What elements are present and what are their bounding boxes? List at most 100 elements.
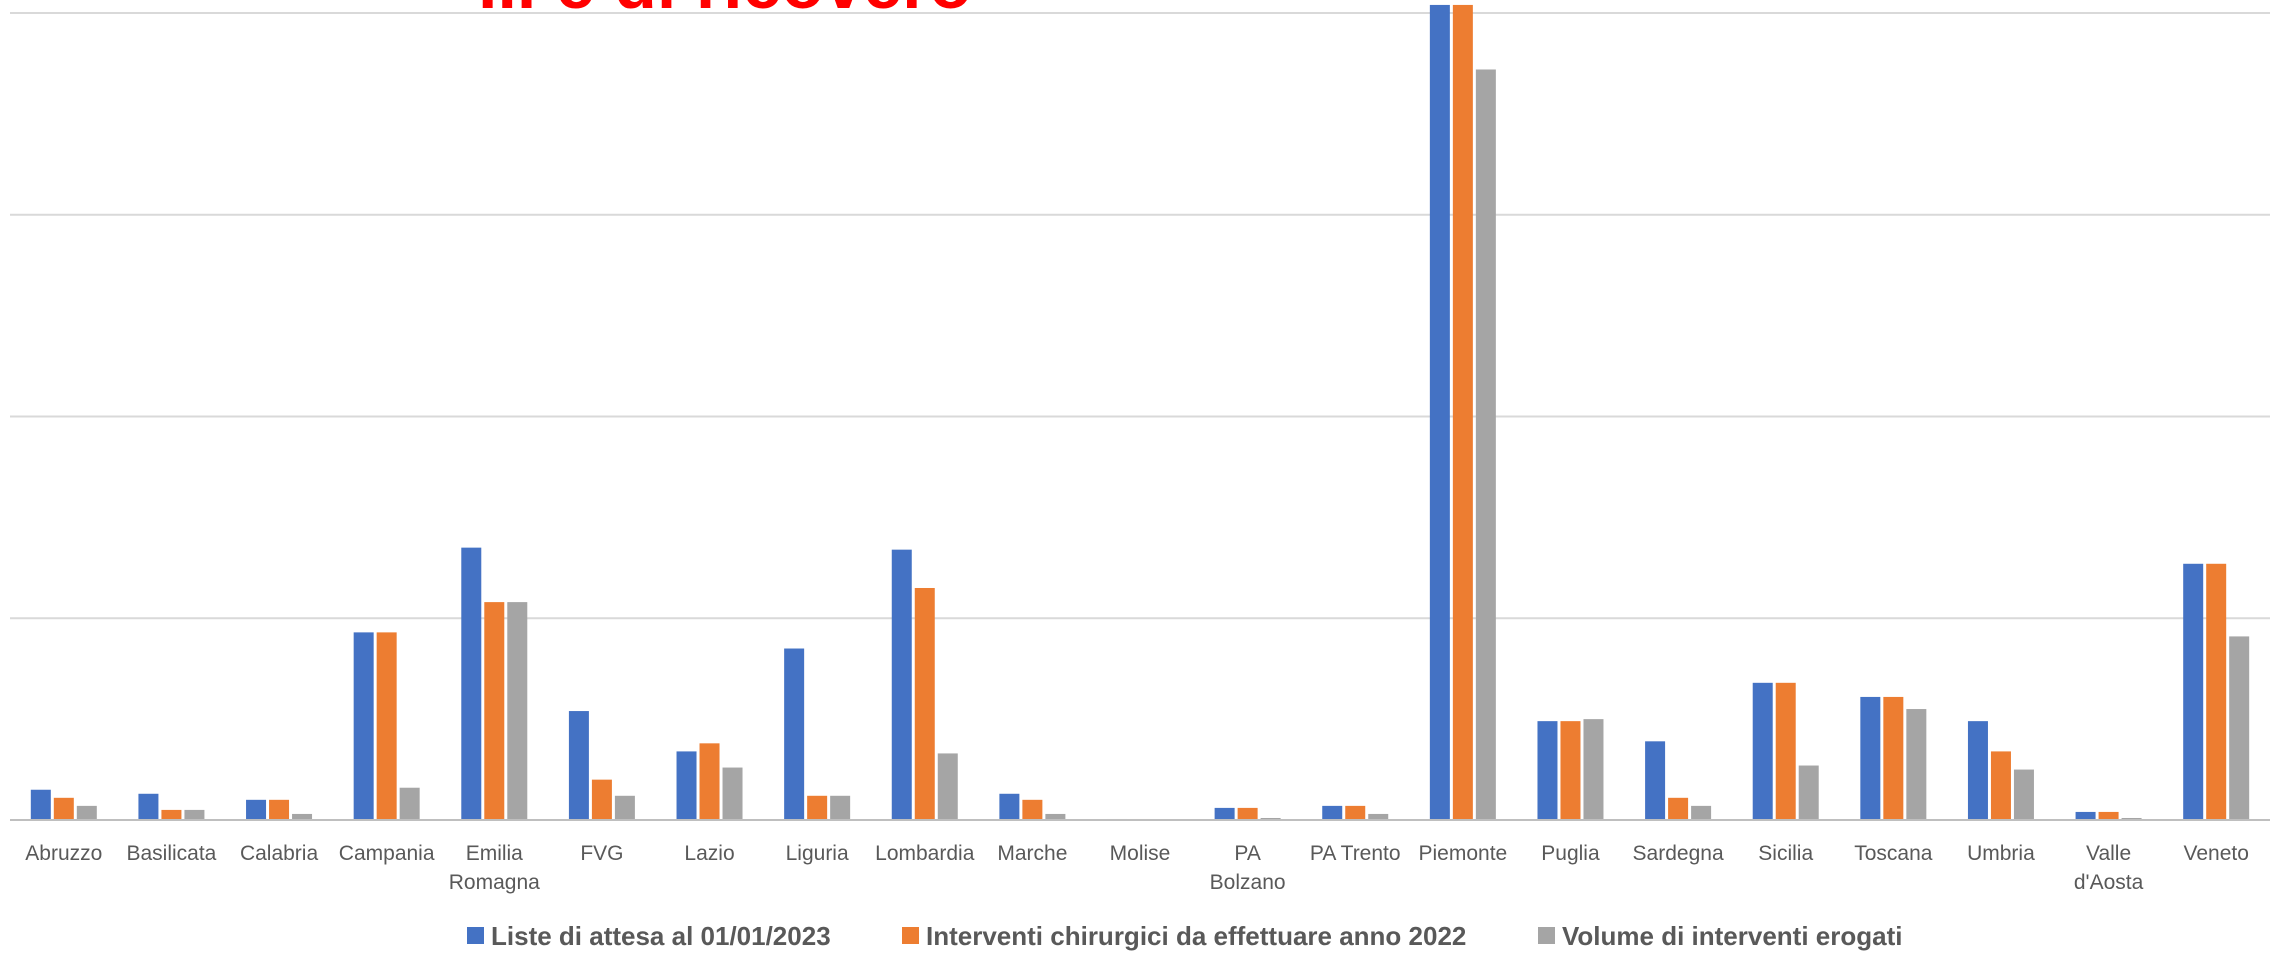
x-tick-label-line: Calabria — [240, 842, 319, 865]
x-tick-label-line: Abruzzo — [25, 842, 102, 865]
bar — [1345, 805, 1366, 820]
x-tick-label-line: Liguria — [786, 842, 849, 865]
bar — [269, 799, 290, 820]
x-tick-label-line: FVG — [580, 842, 623, 865]
bar — [999, 793, 1020, 820]
x-tick-label: Lombardia — [875, 842, 975, 865]
bar — [784, 648, 805, 820]
legend-swatch — [1538, 927, 1555, 944]
x-tick-label: Toscana — [1854, 842, 1933, 865]
bar — [830, 795, 851, 820]
x-tick-label: Lazio — [684, 842, 734, 865]
bar — [1967, 721, 1988, 820]
x-tick-label: Sicilia — [1758, 842, 1813, 865]
bar — [1798, 765, 1819, 820]
legend-label: Liste di attesa al 01/01/2023 — [491, 921, 831, 951]
bar — [1752, 682, 1773, 820]
chart-title-fragment: ... e di ricovero — [478, 0, 972, 23]
bar — [2206, 563, 2227, 820]
bar — [1691, 805, 1712, 820]
x-tick-label-line: Bolzano — [1210, 871, 1286, 894]
x-tick-label: Piemonte — [1418, 842, 1507, 865]
x-tick-label: Molise — [1110, 842, 1171, 865]
x-tick-label-line: Umbria — [1967, 842, 2035, 865]
x-tick-label: Calabria — [240, 842, 319, 865]
x-tick-label: FVG — [580, 842, 623, 865]
legend: Liste di attesa al 01/01/2023 Interventi … — [467, 921, 1902, 951]
x-tick-label-line: Molise — [1110, 842, 1171, 865]
x-tick-label-line: Basilicata — [126, 842, 216, 865]
x-tick-label: Marche — [997, 842, 1067, 865]
bar — [461, 547, 482, 820]
bar — [1475, 69, 1496, 821]
bar — [353, 632, 374, 820]
bar — [1368, 813, 1389, 820]
bar — [807, 795, 828, 820]
bar — [1883, 696, 1904, 820]
x-tick-label-line: Valle — [2086, 842, 2131, 865]
x-tick-label-line: Sardegna — [1633, 842, 1724, 865]
x-tick-label-line: Puglia — [1541, 842, 1600, 865]
bar — [1583, 719, 1604, 820]
bars — [30, 4, 2250, 821]
bar — [937, 753, 958, 820]
bar — [30, 789, 51, 820]
legend-label: Interventi chirurgici da effettuare anno… — [926, 921, 1466, 951]
x-tick-label: Abruzzo — [25, 842, 102, 865]
x-tick-label-line: d'Aosta — [2074, 871, 2144, 894]
bar — [2121, 817, 2142, 820]
bar — [1645, 741, 1666, 820]
x-tick-label-line: Romagna — [449, 871, 540, 894]
bar — [1537, 721, 1558, 820]
bar — [2183, 563, 2204, 820]
gridlines — [10, 12, 2270, 620]
bar — [53, 797, 74, 820]
bar — [2229, 636, 2250, 820]
bar — [184, 809, 205, 820]
bar — [399, 787, 420, 820]
bar — [1990, 751, 2011, 820]
bar — [699, 743, 720, 820]
bar — [1452, 4, 1473, 821]
bar — [292, 813, 313, 820]
bar — [1668, 797, 1689, 820]
x-tick-label-line: Lombardia — [875, 842, 975, 865]
bar — [676, 751, 697, 820]
x-tick-label: Veneto — [2183, 842, 2248, 865]
x-tick-label-line: Sicilia — [1758, 842, 1813, 865]
bar — [246, 799, 267, 820]
bar — [1429, 4, 1450, 821]
bar — [614, 795, 635, 820]
x-tick-label: PA Bolzano — [1210, 842, 1286, 894]
bar — [1775, 682, 1796, 820]
bar — [722, 767, 743, 820]
bar — [1045, 813, 1066, 820]
bar — [591, 779, 612, 820]
x-tick-label-line: Veneto — [2183, 842, 2248, 865]
x-tick-label-line: PA Trento — [1310, 842, 1401, 865]
x-tick-label: PA Trento — [1310, 842, 1401, 865]
x-tick-label-line: Campania — [339, 842, 435, 865]
bar — [2013, 769, 2034, 820]
x-tick-label-line: PA — [1234, 842, 1260, 865]
bar — [76, 805, 97, 820]
bar — [914, 587, 935, 820]
x-tick-label: Basilicata — [126, 842, 216, 865]
x-tick-label: Umbria — [1967, 842, 2035, 865]
x-tick-label-line: Marche — [997, 842, 1067, 865]
bar — [1237, 807, 1258, 820]
bar — [1860, 696, 1881, 820]
bar — [376, 632, 397, 820]
bar — [1260, 817, 1281, 820]
x-tick-label: Emilia Romagna — [449, 842, 540, 894]
bar — [507, 602, 528, 820]
x-tick-label-line: Toscana — [1854, 842, 1933, 865]
x-tick-label-line: Emilia — [466, 842, 523, 865]
bar — [1214, 807, 1235, 820]
x-tick-label: Valle d'Aosta — [2074, 842, 2144, 894]
bar — [138, 793, 159, 820]
bar — [161, 809, 182, 820]
bar — [891, 549, 912, 820]
bar — [1906, 709, 1927, 820]
